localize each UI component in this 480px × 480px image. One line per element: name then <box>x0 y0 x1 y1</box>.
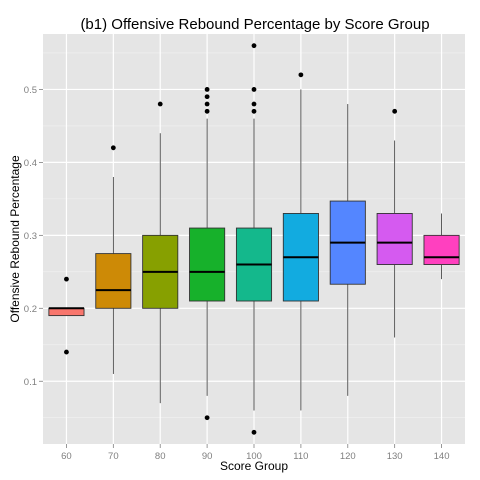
outlier-point <box>251 101 257 107</box>
box-120 <box>329 104 366 396</box>
x-tick-label: 90 <box>202 451 213 462</box>
box-body <box>189 227 226 302</box>
outlier-point <box>204 101 210 107</box>
outlier-point <box>204 108 210 114</box>
outlier-point <box>204 415 210 421</box>
outlier-point <box>204 94 210 100</box>
box-70 <box>95 145 132 374</box>
x-tick-label: 140 <box>434 451 450 462</box>
box-130 <box>376 108 413 338</box>
y-tick-label: 0.4 <box>24 158 37 169</box>
x-tick-label: 100 <box>246 451 262 462</box>
x-axis-ticks: 60 70 80 90 100 110 120 130 140 <box>61 444 449 462</box>
box-body <box>423 234 460 265</box>
x-axis-label: Score Group <box>220 459 288 473</box>
outlier-point <box>251 429 257 435</box>
outlier-point <box>64 349 69 355</box>
x-tick-label: 120 <box>340 451 356 462</box>
outlier-point <box>251 87 257 92</box>
box-110 <box>282 72 319 411</box>
outlier-point <box>204 87 210 92</box>
outlier-point <box>64 276 69 282</box>
outlier-point <box>110 145 116 151</box>
outlier-point <box>157 101 163 107</box>
box-90 <box>189 87 226 421</box>
y-tick-label: 0.3 <box>24 231 37 242</box>
x-tick-label: 60 <box>61 451 72 462</box>
outlier-point <box>392 108 398 114</box>
chart-title: (b1) Offensive Rebound Percentage by Sco… <box>80 16 429 33</box>
box-140 <box>423 213 460 280</box>
y-tick-label: 0.2 <box>24 304 37 315</box>
y-tick-label: 0.1 <box>24 377 37 388</box>
y-tick-label: 0.5 <box>24 85 37 96</box>
y-axis-ticks: 0.1 0.2 0.3 0.4 0.5 <box>24 85 43 388</box>
box-100 <box>235 43 273 435</box>
outlier-point <box>298 72 304 78</box>
box-60 <box>48 276 85 355</box>
x-tick-label: 110 <box>293 451 308 462</box>
x-tick-label: 80 <box>155 451 166 462</box>
x-tick-label: 130 <box>387 451 403 462</box>
box-body <box>95 253 132 309</box>
box-series <box>48 43 460 435</box>
box-body <box>48 307 85 317</box>
box-body <box>376 213 413 265</box>
outlier-point <box>251 108 257 114</box>
outlier-point <box>251 43 257 49</box>
box-80 <box>142 101 179 404</box>
x-tick-label: 70 <box>108 451 119 462</box>
y-axis-label: Offensive Rebound Percentage <box>8 155 22 323</box>
